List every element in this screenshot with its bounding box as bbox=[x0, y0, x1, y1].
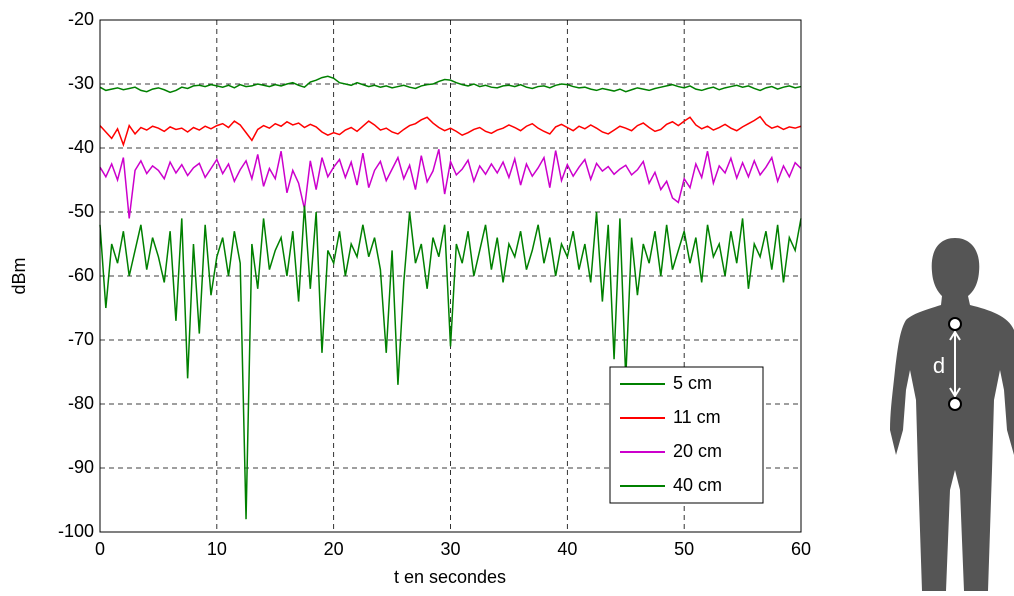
legend-label: 11 cm bbox=[673, 407, 721, 427]
legend-label: 40 cm bbox=[673, 475, 722, 495]
x-tick-label: 30 bbox=[440, 539, 460, 559]
x-tick-label: 0 bbox=[95, 539, 105, 559]
y-tick-label: -100 bbox=[58, 521, 94, 541]
series-line bbox=[99, 75, 802, 94]
y-tick-label: -40 bbox=[68, 137, 94, 157]
silhouette bbox=[890, 238, 1014, 591]
y-tick-label: -50 bbox=[68, 201, 94, 221]
series-line bbox=[99, 205, 802, 520]
distance-label: d bbox=[933, 353, 945, 378]
x-tick-label: 10 bbox=[207, 539, 227, 559]
arrow-heads bbox=[949, 330, 961, 398]
electrode bbox=[948, 397, 962, 411]
y-tick-label: -60 bbox=[68, 265, 94, 285]
y-tick-label: -90 bbox=[68, 457, 94, 477]
plot-frame bbox=[99, 19, 802, 533]
legend-label: 20 cm bbox=[673, 441, 722, 461]
legend: 5 cm 11 cm 20 cm 40 cm bbox=[609, 366, 764, 504]
legend-label: 5 cm bbox=[673, 373, 712, 393]
x-tick-label: 50 bbox=[674, 539, 694, 559]
x-tick-label: 40 bbox=[557, 539, 577, 559]
electrode bbox=[948, 317, 962, 331]
legend-box bbox=[609, 366, 764, 504]
y-tick-label: -30 bbox=[68, 73, 94, 93]
series-line bbox=[99, 149, 802, 219]
x-tick-label: 20 bbox=[324, 539, 344, 559]
y-tick-label: -20 bbox=[68, 9, 94, 29]
x-axis-label: t en secondes bbox=[394, 567, 506, 587]
y-tick-label: -80 bbox=[68, 393, 94, 413]
series-line bbox=[99, 115, 802, 148]
body-figure: d bbox=[890, 238, 1014, 591]
x-tick-label: 60 bbox=[791, 539, 811, 559]
y-axis-label: dBm bbox=[9, 257, 29, 294]
y-tick-label: -70 bbox=[68, 329, 94, 349]
